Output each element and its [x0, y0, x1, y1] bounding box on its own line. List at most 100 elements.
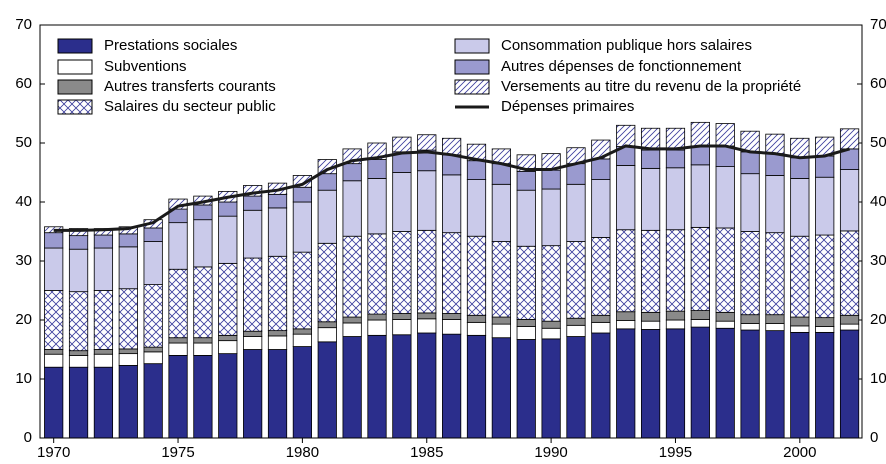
y-tick-label: 30	[15, 252, 32, 269]
bar-segment	[93, 234, 114, 249]
bar-segment	[839, 128, 860, 150]
bar-segment	[442, 174, 462, 234]
bar-segment	[715, 227, 735, 313]
legend-label: Autres dépenses de fonctionnement	[501, 58, 742, 75]
bar-segment	[715, 123, 735, 147]
bar-segment	[516, 326, 536, 340]
y2-tick-label: 10	[870, 370, 886, 387]
bar-segment	[267, 335, 288, 350]
bar-segment	[541, 320, 561, 329]
bar-segment	[466, 235, 487, 316]
legend-label: Versements au titre du revenu de la prop…	[501, 78, 801, 95]
bar-segment	[292, 186, 312, 203]
bar-segment	[243, 257, 263, 332]
bar-segment	[68, 291, 89, 352]
bar-segment	[466, 321, 487, 336]
bar-segment	[317, 321, 337, 329]
bar-segment	[367, 177, 387, 235]
legend-swatch	[57, 59, 93, 75]
bar-segment	[516, 319, 536, 327]
legend-swatch	[57, 38, 93, 54]
bar-segment	[815, 317, 835, 327]
bar-segment	[68, 228, 89, 237]
bar-segment	[292, 333, 312, 347]
bar-segment	[740, 323, 760, 331]
bar-segment	[44, 366, 64, 439]
bar-segment	[591, 158, 611, 180]
bar-segment	[118, 353, 138, 366]
bar-segment	[417, 134, 437, 151]
bar-segment	[442, 333, 462, 439]
bar-segment	[317, 242, 337, 323]
bar-segment	[715, 166, 735, 229]
bar-segment	[790, 331, 810, 439]
bar-segment	[839, 329, 860, 439]
x-tick-label: 1975	[161, 444, 194, 461]
bar-segment	[118, 288, 138, 350]
bar-segment	[815, 155, 835, 178]
bar-segment	[765, 133, 785, 155]
bar-segment	[790, 157, 810, 179]
bar-segment	[218, 334, 238, 342]
bar-segment	[616, 229, 636, 313]
y-tick-label: 0	[24, 429, 32, 446]
bar-segment	[68, 350, 89, 356]
bar-segment	[616, 311, 636, 321]
bar-segment	[690, 226, 710, 311]
bar-segment	[665, 310, 686, 321]
bar-segment	[690, 326, 710, 439]
bar-segment	[815, 326, 835, 333]
bar-segment	[292, 346, 312, 439]
bar-segment	[68, 248, 89, 293]
bar-segment	[93, 247, 114, 291]
bar-segment	[491, 183, 511, 242]
bar-segment	[93, 290, 114, 350]
legend-swatch	[454, 59, 490, 75]
bar-segment	[839, 314, 860, 325]
x-tick-label: 1990	[534, 444, 567, 461]
bar-segment	[392, 313, 412, 320]
bar-segment	[765, 330, 785, 439]
bar-segment	[790, 137, 810, 159]
bar-segment	[68, 235, 89, 250]
bar-segment	[516, 245, 536, 320]
bar-segment	[616, 320, 636, 330]
bar-segment	[193, 219, 213, 268]
bar-segment	[417, 332, 437, 439]
bar-segment	[566, 183, 586, 242]
bar-segment	[566, 317, 586, 326]
bar-segment	[442, 137, 462, 156]
bar-segment	[740, 231, 760, 316]
bar-segment	[93, 349, 114, 355]
y-tick-label: 40	[15, 193, 32, 210]
bar-segment	[392, 319, 412, 336]
y-tick-label: 10	[15, 370, 32, 387]
x-tick-label: 2000	[783, 444, 816, 461]
bar-segment	[243, 349, 263, 439]
legend-swatch	[454, 79, 490, 95]
bar-segment	[715, 311, 735, 322]
bar-segment	[193, 337, 213, 344]
bar-segment	[44, 290, 64, 350]
bar-segment	[442, 319, 462, 335]
bar-segment	[342, 163, 362, 182]
bar-segment	[690, 310, 710, 320]
bar-segment	[491, 323, 511, 339]
bar-segment	[491, 241, 511, 318]
bar-segment	[68, 354, 89, 368]
bar-segment	[541, 188, 561, 247]
bar-segment	[715, 145, 735, 167]
x-tick-label: 1985	[410, 444, 443, 461]
legend-label: Subventions	[104, 58, 187, 75]
bar-segment	[566, 324, 586, 337]
bar-segment	[168, 342, 188, 356]
plot-frame	[39, 24, 863, 439]
bar-segment	[665, 149, 686, 169]
bar-segment	[442, 313, 462, 320]
bar-segment	[118, 348, 138, 355]
y2-tick-label: 60	[870, 75, 886, 92]
bar-segment	[616, 124, 636, 147]
bar-segment	[44, 353, 64, 368]
bar-segment	[44, 232, 64, 249]
